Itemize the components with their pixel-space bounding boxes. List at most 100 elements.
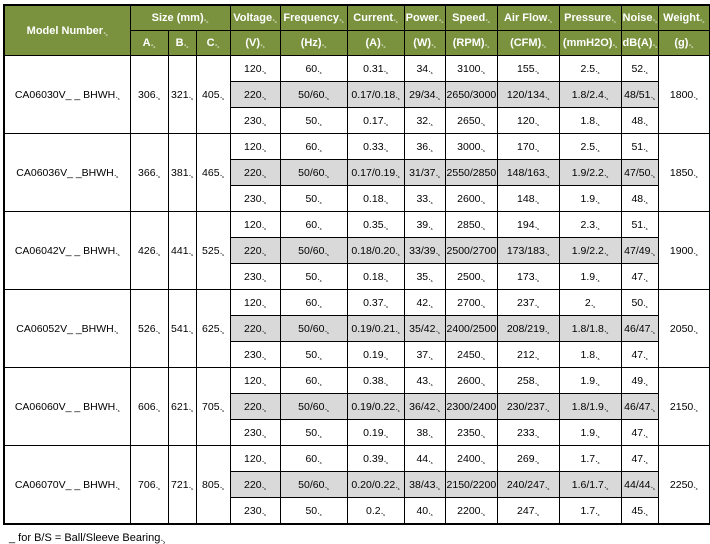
cell-airflow: 148/163 xyxy=(496,159,560,186)
cell-noise: 46/47 xyxy=(620,315,659,342)
cell-current: 0.2 xyxy=(346,497,405,525)
cell-current: 0.18 xyxy=(346,263,405,290)
cell-frequency: 60 xyxy=(279,211,348,238)
cell-frequency: 50/60 xyxy=(279,81,348,108)
header-power: Power xyxy=(403,4,446,31)
table-row: CA06060V_ _ BHWH606621705120600.38432600… xyxy=(3,367,710,446)
cell-power: 36 xyxy=(403,133,446,160)
cell-size-c: 625 xyxy=(195,289,231,368)
header-current-unit: (A) xyxy=(346,30,405,56)
cell-voltage: 220 xyxy=(229,159,281,186)
cell-frequency: 50/60 xyxy=(279,393,348,420)
cell-speed: 2450 xyxy=(444,341,498,368)
cell-speed: 2350 xyxy=(444,419,498,446)
cell-airflow: 247 xyxy=(496,497,560,525)
cell-power: 35/42 xyxy=(403,315,446,342)
cell-model: CA06052V_ _BHWH xyxy=(3,289,131,368)
cell-pressure: 1.9/2.2 xyxy=(558,237,622,264)
cell-speed: 2650/3000 xyxy=(444,81,498,108)
cell-power: 38 xyxy=(403,419,446,446)
fan-spec-table: Model Number Size (mm) Voltage Frequency… xyxy=(3,4,710,525)
header-row-labels: Model Number Size (mm) Voltage Frequency… xyxy=(3,4,710,56)
cell-size-b: 721 xyxy=(167,445,197,525)
cell-pressure: 1.7 xyxy=(558,497,622,525)
cell-noise: 47/50 xyxy=(620,159,659,186)
cell-noise: 44/44 xyxy=(620,471,659,498)
cell-pressure: 1.8/2.4 xyxy=(558,81,622,108)
cell-power: 39 xyxy=(403,211,446,238)
cell-frequency: 50 xyxy=(279,263,348,290)
cell-current: 0.37 xyxy=(346,289,405,316)
cell-voltage: 230 xyxy=(229,341,281,368)
cell-speed: 2400/2500 xyxy=(444,315,498,342)
cell-speed: 2200 xyxy=(444,497,498,525)
header-voltage-unit: (V) xyxy=(229,30,281,56)
cell-size-c: 405 xyxy=(195,55,231,134)
cell-size-a: 306 xyxy=(129,55,169,134)
cell-current: 0.39 xyxy=(346,445,405,472)
cell-voltage: 220 xyxy=(229,237,281,264)
table-row: 230500.193823502331.947 xyxy=(4,419,710,446)
cell-voltage: 230 xyxy=(229,263,281,290)
cell-voltage: 220 xyxy=(229,81,281,108)
header-airflow: Air Flow xyxy=(496,4,560,31)
cell-frequency: 60 xyxy=(279,133,348,160)
cell-power: 33 xyxy=(403,185,446,212)
cell-model: CA06042V_ _ BHWH xyxy=(3,211,131,290)
cell-power: 38/43 xyxy=(403,471,446,498)
header-size-b: B xyxy=(167,30,197,56)
header-pressure: Pressure xyxy=(558,4,622,31)
table-row: CA06036V_ _BHWH366381465120600.333630001… xyxy=(3,133,710,212)
cell-airflow: 148 xyxy=(496,185,560,212)
cell-pressure: 2.5 xyxy=(558,55,622,82)
table-row: 230500.183525001731.947 xyxy=(4,263,710,290)
cell-airflow: 230/237 xyxy=(496,393,560,420)
cell-weight: 2050 xyxy=(657,289,710,368)
table-row: CA06070V_ _ BHWH706721805120600.39442400… xyxy=(3,445,710,525)
cell-airflow: 237 xyxy=(496,289,560,316)
cell-frequency: 60 xyxy=(279,367,348,394)
cell-voltage: 120 xyxy=(229,445,281,472)
cell-size-b: 621 xyxy=(167,367,197,446)
cell-current: 0.19 xyxy=(346,341,405,368)
header-current: Current xyxy=(346,4,405,31)
cell-noise: 48 xyxy=(620,107,659,134)
cell-airflow: 212 xyxy=(496,341,560,368)
header-weight-unit: (g) xyxy=(657,30,710,56)
cell-current: 0.19/0.22 xyxy=(346,393,405,420)
cell-speed: 2500 xyxy=(444,263,498,290)
cell-size-a: 606 xyxy=(129,367,169,446)
cell-airflow: 194 xyxy=(496,211,560,238)
table-row: 230500.173226501201.848 xyxy=(4,107,710,134)
cell-speed: 2600 xyxy=(444,367,498,394)
cell-current: 0.17/0.19 xyxy=(346,159,405,186)
header-size-c: C xyxy=(195,30,231,56)
cell-speed: 2850 xyxy=(444,211,498,238)
table-row: 22050/600.19/0.2236/422300/2400230/2371.… xyxy=(4,393,710,420)
header-speed-unit: (RPM) xyxy=(444,30,498,56)
cell-speed: 2150/2200 xyxy=(444,471,498,498)
cell-speed: 2550/2850 xyxy=(444,159,498,186)
table-row: 22050/600.17/0.1829/342650/3000120/1341.… xyxy=(4,81,710,108)
table-row: 22050/600.17/0.1931/372550/2850148/1631.… xyxy=(4,159,710,186)
cell-weight: 1850 xyxy=(657,133,710,212)
cell-current: 0.18 xyxy=(346,185,405,212)
cell-frequency: 60 xyxy=(279,55,348,82)
table-row: CA06030V_ _ BHWH306321405120600.31343100… xyxy=(3,55,710,134)
cell-voltage: 220 xyxy=(229,315,281,342)
cell-power: 31/37 xyxy=(403,159,446,186)
cell-frequency: 50 xyxy=(279,341,348,368)
header-power-unit: (W) xyxy=(403,30,446,56)
cell-size-c: 805 xyxy=(195,445,231,525)
cell-power: 29/34 xyxy=(403,81,446,108)
cell-noise: 49 xyxy=(620,367,659,394)
cell-power: 37 xyxy=(403,341,446,368)
cell-airflow: 208/219 xyxy=(496,315,560,342)
cell-voltage: 120 xyxy=(229,289,281,316)
cell-current: 0.17 xyxy=(346,107,405,134)
cell-power: 35 xyxy=(403,263,446,290)
cell-noise: 51 xyxy=(620,211,659,238)
cell-frequency: 50/60 xyxy=(279,315,348,342)
table-header: Model Number Size (mm) Voltage Frequency… xyxy=(3,4,710,56)
